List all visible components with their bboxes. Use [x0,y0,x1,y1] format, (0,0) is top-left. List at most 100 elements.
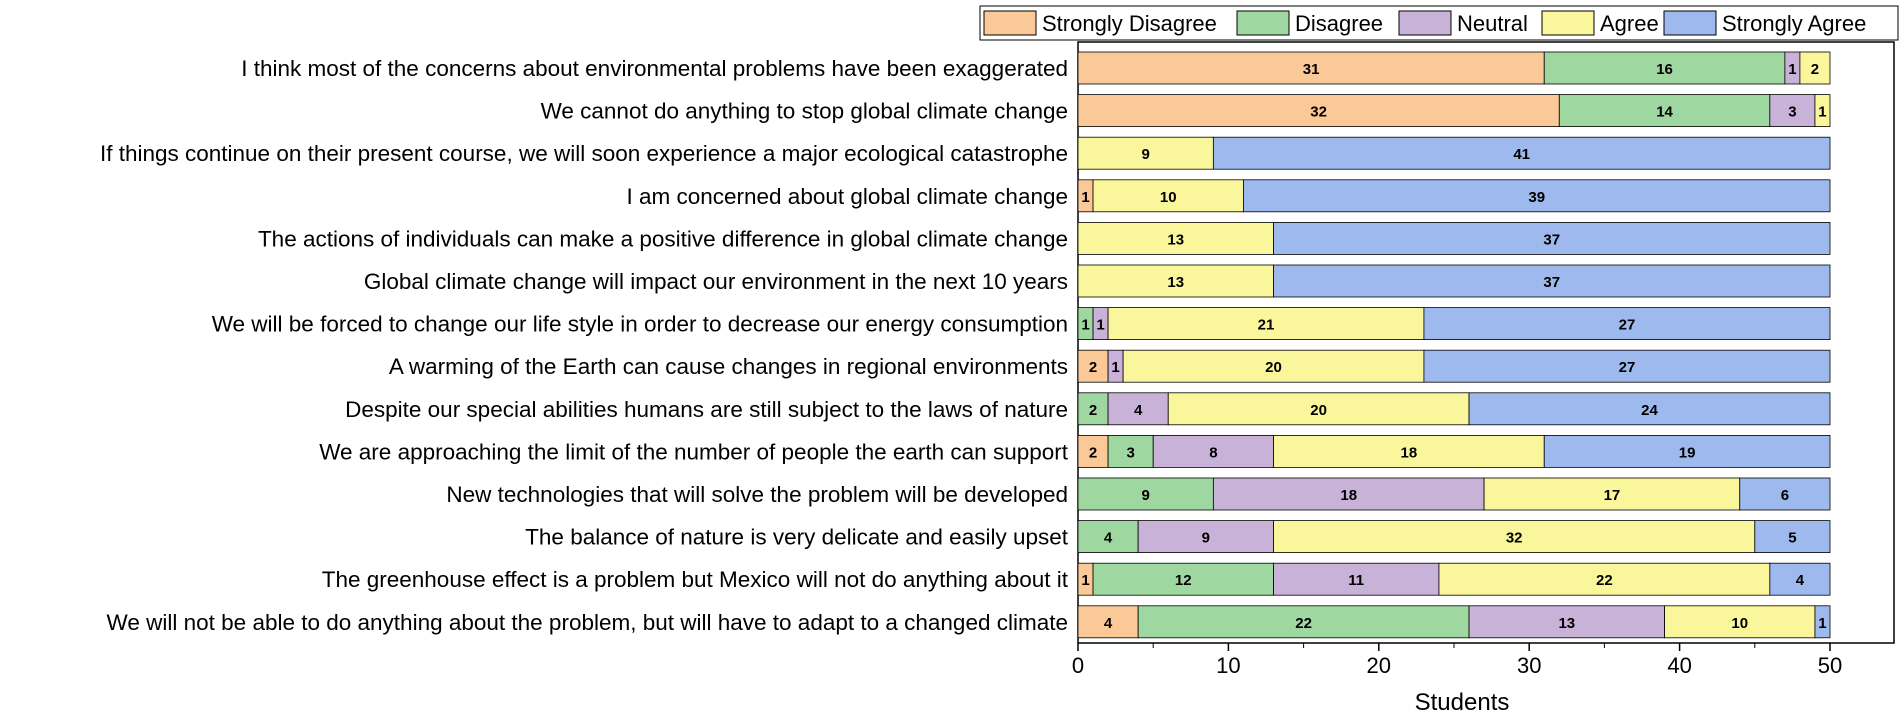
bar-segment [1423,307,1831,341]
data-label: 1 [1111,359,1119,376]
category-label: We will not be able to do anything about… [107,610,1068,635]
data-label: 3 [1126,444,1134,461]
bar-segment [1769,562,1831,596]
data-label: 2 [1089,359,1097,376]
bar-segment [1212,136,1831,170]
x-tick-label: 10 [1216,653,1240,678]
data-label: 41 [1513,146,1530,163]
data-label: 27 [1619,317,1636,334]
data-label: 2 [1089,402,1097,419]
bar-segment [1152,434,1274,468]
bar-segment [1423,349,1831,383]
bar-segment [1077,221,1274,255]
bar-segment [1092,179,1244,213]
data-label: 1 [1818,104,1826,121]
legend-swatch [1236,10,1290,36]
bar-segment [1273,434,1545,468]
data-label: 9 [1202,530,1210,547]
category-label: We cannot do anything to stop global cli… [541,99,1068,124]
bar-segment [1077,392,1109,426]
data-label: 13 [1558,615,1575,632]
x-tick-label: 40 [1667,653,1691,678]
data-label: 18 [1340,487,1357,504]
category-label: We are approaching the limit of the numb… [319,439,1069,464]
category-label: New technologies that will solve the pro… [446,482,1068,507]
category-label: If things continue on their present cour… [100,141,1068,166]
legend-label: Agree [1600,11,1659,36]
data-label: 22 [1295,615,1312,632]
bar-segment [1077,94,1560,127]
data-label: 6 [1781,487,1789,504]
data-label: 32 [1506,530,1523,547]
category-label: A warming of the Earth can cause changes… [389,354,1068,379]
data-label: 1 [1788,61,1796,78]
data-label: 11 [1348,572,1364,589]
data-label: 2 [1811,61,1819,78]
data-label: 20 [1265,359,1282,376]
legend-swatch [983,10,1037,36]
data-label: 24 [1641,402,1658,419]
x-tick-label: 50 [1818,653,1842,678]
data-label: 3 [1788,104,1796,121]
x-tick-label: 0 [1072,653,1084,678]
data-label: 5 [1788,530,1796,547]
bar-segment [1167,392,1470,426]
bar-segment [1739,477,1831,511]
data-label: 17 [1604,487,1621,504]
bar-segment [1468,605,1665,639]
bar-segment [1137,520,1274,553]
bar-segment [1664,605,1816,639]
data-label: 27 [1619,359,1636,376]
bar-segment [1077,477,1214,511]
data-label: 20 [1310,402,1327,419]
data-label: 18 [1401,444,1418,461]
data-label: 32 [1310,104,1327,121]
category-label: The balance of nature is very delicate a… [525,525,1069,550]
category-label: Despite our special abilities humans are… [345,397,1068,422]
bar-segment [1077,605,1139,639]
data-label: 13 [1167,274,1184,291]
bar-segment [1077,51,1545,85]
category-label: We will be forced to change our life sty… [212,312,1068,337]
legend-swatch [1663,10,1717,36]
data-label: 13 [1167,231,1184,248]
bar-segment [1243,179,1831,213]
x-axis: 0 10 20 30 40 50 Students [1072,643,1842,716]
data-label: 10 [1160,189,1177,206]
legend: Strongly Disagree Disagree Neutral Agree Str… [979,5,1899,41]
bar-segment [1137,605,1470,639]
data-label: 4 [1796,572,1805,589]
legend-label: Strongly Disagree [1042,11,1217,36]
category-label: Global climate change will impact our en… [364,269,1068,294]
bar-segment [1543,434,1831,468]
legend-label: Strongly Agree [1722,11,1866,36]
x-tick-label: 30 [1517,653,1541,678]
bar-segment [1092,562,1274,596]
data-label: 9 [1142,146,1150,163]
data-label: 31 [1303,61,1320,78]
bar-segment [1077,349,1109,383]
bar-segment [1273,562,1440,596]
data-label: 39 [1528,189,1545,206]
bar-segment [1077,264,1274,298]
bar-segment [1468,392,1831,426]
bar-segment [1483,477,1741,511]
bar-segment [1077,136,1214,170]
category-label: I think most of the concerns about envir… [241,56,1068,81]
data-label: 37 [1543,274,1560,291]
bar-segment [1799,51,1831,85]
data-label: 4 [1104,615,1113,632]
data-label: 1 [1096,317,1104,334]
data-label: 1 [1081,572,1089,589]
bar-segment [1107,307,1425,341]
legend-label: Disagree [1295,11,1383,36]
category-label: The greenhouse effect is a problem but M… [322,567,1069,592]
category-label: The actions of individuals can make a po… [258,226,1068,251]
bar-segment [1754,520,1831,553]
bar-segment [1273,520,1756,553]
data-label: 12 [1175,572,1192,589]
plot-frame [1077,41,1895,644]
x-tick-label: 20 [1367,653,1391,678]
data-label: 19 [1679,444,1696,461]
data-label: 1 [1818,615,1826,632]
